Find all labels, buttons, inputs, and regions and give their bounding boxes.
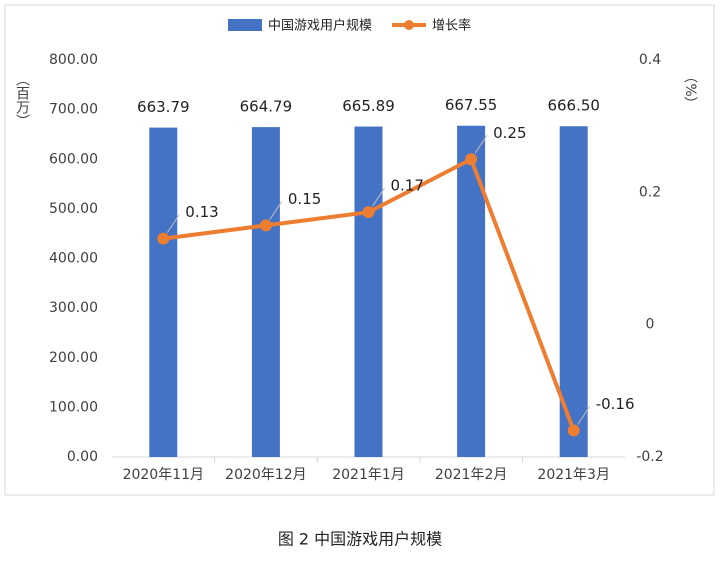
label-leader <box>372 187 385 207</box>
legend-label: 中国游戏用户规模 <box>268 18 372 34</box>
y2-tick-label: 0.4 <box>639 52 661 68</box>
y2-tick-label: 0.2 <box>639 184 661 200</box>
line-value-label: -0.16 <box>596 395 635 413</box>
label-leader <box>269 201 283 220</box>
y2-tick-label: 0 <box>646 317 655 333</box>
bar <box>149 127 178 458</box>
y-axis-title: （百万） <box>14 72 30 128</box>
line-value-label: 0.13 <box>185 203 218 221</box>
y-tick-label: 700.00 <box>49 102 98 118</box>
y-tick-label: 400.00 <box>49 251 98 267</box>
legend-swatch <box>404 20 415 30</box>
line-point <box>259 219 272 232</box>
y-tick-label: 300.00 <box>49 300 98 316</box>
x-tick-label: 2021年3月 <box>537 467 610 483</box>
y-tick-label: 500.00 <box>49 201 98 217</box>
y-tick-label: 200.00 <box>49 350 98 366</box>
caption: 图 2 中国游戏用户规模 <box>278 530 442 549</box>
x-tick-label: 2021年1月 <box>332 467 405 483</box>
y-tick-label: 0.00 <box>67 449 98 465</box>
y-tick-label: 600.00 <box>49 151 98 167</box>
y-tick-label: 800.00 <box>49 52 98 68</box>
y2-tick-label: -0.2 <box>636 449 663 465</box>
label-leader <box>166 214 180 233</box>
legend-label: 增长率 <box>432 18 471 34</box>
x-tick-label: 2021年2月 <box>435 467 508 483</box>
bar <box>251 127 280 457</box>
line-value-label: 0.25 <box>493 124 526 142</box>
line-point <box>567 424 580 437</box>
line-point <box>465 153 478 166</box>
y-tick-label: 100.00 <box>49 399 98 415</box>
line-point <box>362 206 375 219</box>
y2-axis-title: （%） <box>682 69 698 110</box>
x-tick-label: 2020年12月 <box>225 467 306 483</box>
bar-value-label: 665.89 <box>342 97 395 115</box>
legend-swatch <box>228 19 262 31</box>
bar-value-label: 664.79 <box>240 98 293 116</box>
x-tick-label: 2020年11月 <box>123 467 204 483</box>
label-leader <box>474 134 488 154</box>
bar <box>354 126 383 457</box>
bar-value-label: 663.79 <box>137 98 190 116</box>
bar-value-label: 666.50 <box>547 97 600 115</box>
bar <box>457 125 486 458</box>
line-value-label: 0.15 <box>288 190 321 208</box>
line-point <box>157 232 170 245</box>
bar-value-label: 667.55 <box>445 96 498 114</box>
label-leader <box>577 406 591 425</box>
line-value-label: 0.17 <box>391 177 424 195</box>
